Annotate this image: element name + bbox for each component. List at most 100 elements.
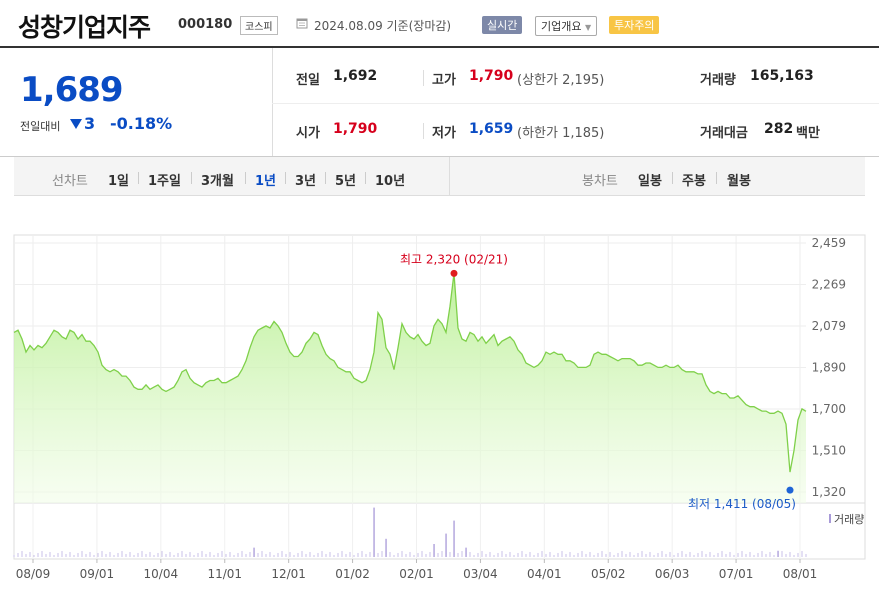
- volume-bar: [65, 554, 67, 557]
- price-area: [14, 273, 806, 503]
- volume-bar: [777, 550, 779, 557]
- tab-weekly[interactable]: 주봉: [682, 174, 706, 189]
- volume-bar: [445, 533, 447, 557]
- volume-bar: [345, 554, 347, 557]
- volume-bar: [37, 553, 39, 557]
- volume-bar: [213, 555, 215, 557]
- y-tick-label: 2,459: [812, 236, 846, 250]
- volume-bar: [489, 552, 491, 557]
- high-label: 최고 2,320 (02/21): [400, 252, 508, 266]
- volume-bar: [229, 552, 231, 557]
- tab-separator: [365, 172, 366, 184]
- volume-bar: [549, 552, 551, 557]
- x-tick-label: 09/01: [80, 567, 115, 581]
- volume-bar: [297, 553, 299, 557]
- volume-bar: [701, 551, 703, 557]
- x-tick-label: 01/02: [335, 567, 370, 581]
- volume-bar: [409, 552, 411, 557]
- volume-bar: [637, 553, 639, 557]
- company-overview-dropdown[interactable]: 기업개요 ▼: [535, 16, 598, 36]
- open-value: 1,790: [333, 121, 378, 137]
- volume-bar: [25, 554, 27, 557]
- volume-bar: [741, 551, 743, 557]
- volume-bar: [357, 553, 359, 557]
- change-value: 3: [84, 114, 96, 133]
- volume-bar: [73, 555, 75, 557]
- x-tick-label: 12/01: [271, 567, 306, 581]
- volume-bar: [737, 553, 739, 557]
- volume-bar: [165, 554, 167, 557]
- tab-monthly[interactable]: 월봉: [727, 174, 751, 189]
- tab-separator: [716, 172, 717, 184]
- realtime-button[interactable]: 실시간: [482, 16, 523, 34]
- volume-bar: [105, 554, 107, 557]
- volume-bar: [33, 555, 35, 557]
- price-box: [0, 48, 273, 156]
- volume-bar: [641, 551, 643, 557]
- volume-bar: [417, 553, 419, 557]
- volume-bar: [525, 554, 527, 557]
- volume-bar: [241, 551, 243, 557]
- volume-bar: [77, 553, 79, 557]
- volume-bar: [605, 554, 607, 557]
- volume-bar: [173, 555, 175, 557]
- as-of-date: 2024.08.09 기준(장마감): [314, 19, 452, 33]
- volume-bar: [677, 553, 679, 557]
- volume-bar: [529, 552, 531, 557]
- x-tick-label: 02/01: [399, 567, 434, 581]
- volume-bar: [377, 553, 379, 557]
- chart-tabs-bar: [14, 157, 865, 196]
- volume-bar: [341, 551, 343, 557]
- volume-bar: [337, 553, 339, 557]
- volume-bar: [301, 551, 303, 557]
- volume-bar: [509, 552, 511, 557]
- tab-separator: [138, 172, 139, 184]
- stat-separator: [423, 70, 424, 86]
- tab-3m[interactable]: 3개월: [201, 174, 234, 189]
- volume-bar: [401, 551, 403, 557]
- price-chart[interactable]: 2,459 2,269 2,079 1,890 1,700 1,510 1,320 최고 2…: [0, 195, 879, 589]
- volume-bar: [805, 554, 807, 557]
- tab-10y[interactable]: 10년: [375, 174, 406, 189]
- down-triangle-icon: [70, 119, 82, 129]
- tab-daily[interactable]: 일봉: [638, 174, 662, 189]
- volume-bar: [389, 552, 391, 557]
- volume-bar: [261, 551, 263, 557]
- tab-3y[interactable]: 3년: [295, 174, 317, 189]
- volume-bar: [729, 552, 731, 557]
- trade-value-unit: 백만: [796, 126, 820, 141]
- volume-bar: [425, 554, 427, 557]
- volume-bar: [433, 544, 435, 557]
- tab-1w[interactable]: 1주일: [148, 174, 181, 189]
- volume-bar: [581, 551, 583, 557]
- volume-bar: [201, 551, 203, 557]
- volume-bar: [393, 555, 395, 557]
- volume-bar: [533, 555, 535, 557]
- volume-bar: [177, 553, 179, 557]
- tab-1d[interactable]: 1일: [108, 174, 130, 189]
- volume-bar: [437, 553, 439, 557]
- low-marker: [786, 486, 794, 494]
- x-tick-label: 08/01: [783, 567, 818, 581]
- volume-bar: [785, 554, 787, 557]
- volume-bar: [429, 552, 431, 557]
- stat-separator: [423, 123, 424, 139]
- volume-bar: [133, 555, 135, 557]
- volume-bar: [653, 555, 655, 557]
- change-label: 전일대비: [20, 120, 61, 133]
- volume-bar: [373, 507, 375, 557]
- volume-bar: [749, 552, 751, 557]
- volume-bar: [205, 554, 207, 557]
- volume-bar: [461, 551, 463, 557]
- tab-1y[interactable]: 1년: [255, 174, 277, 189]
- volume-bar: [189, 552, 191, 557]
- tab-separator: [191, 172, 192, 184]
- volume-bar: [293, 555, 295, 557]
- volume-bar: [761, 551, 763, 557]
- volume-bar: [689, 552, 691, 557]
- tab-5y[interactable]: 5년: [335, 174, 357, 189]
- volume-bar: [577, 553, 579, 557]
- y-tick-label: 1,890: [812, 361, 846, 375]
- volume-bar: [333, 555, 335, 557]
- volume-bar: [441, 551, 443, 557]
